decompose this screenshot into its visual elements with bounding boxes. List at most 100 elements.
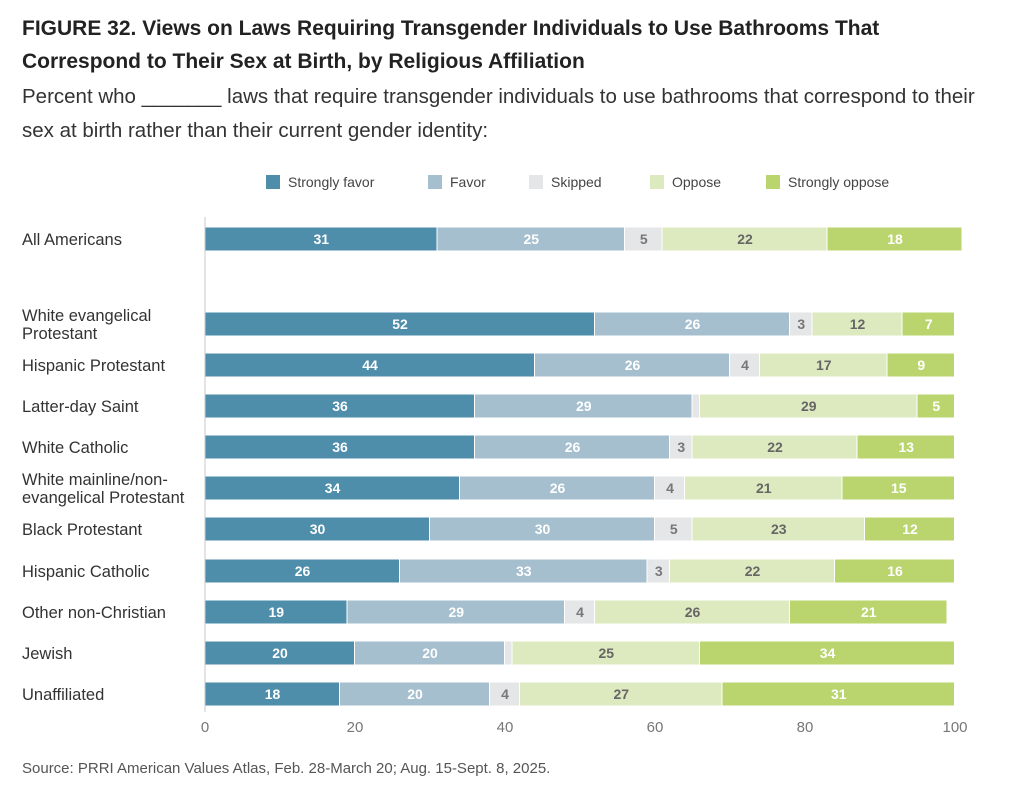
bar-segment (670, 559, 834, 583)
category-label: Hispanic Catholic (22, 563, 149, 581)
bar-segment (842, 476, 954, 500)
bar-segment (857, 435, 954, 459)
data-label: 4 (576, 604, 584, 620)
data-label: 19 (268, 604, 284, 620)
bar-segment (205, 600, 347, 624)
data-label: 4 (666, 480, 674, 496)
data-label: 4 (741, 357, 749, 373)
category-label: Hispanic Protestant (22, 357, 165, 375)
bar-segment (865, 517, 954, 541)
data-label: 3 (797, 316, 805, 332)
data-label: 18 (265, 686, 281, 702)
data-label: 3 (655, 563, 663, 579)
x-tick-label: 80 (797, 719, 814, 736)
bar-segment (670, 435, 692, 459)
data-label: 31 (831, 686, 847, 702)
bar-segment (790, 600, 947, 624)
data-label: 25 (523, 231, 539, 247)
bar-segment (205, 227, 437, 251)
legend-swatch-4 (766, 175, 780, 189)
bar-segment (355, 641, 504, 665)
bar-segment (595, 600, 789, 624)
bar-segment (812, 312, 902, 336)
data-label: 52 (392, 316, 408, 332)
data-label: 31 (313, 231, 329, 247)
legend-swatch-3 (650, 175, 664, 189)
data-label: 34 (325, 480, 341, 496)
x-tick-label: 40 (497, 719, 514, 736)
data-label: 44 (362, 357, 378, 373)
x-tick-label: 60 (647, 719, 664, 736)
data-label: 36 (332, 398, 348, 414)
bar-segment (490, 682, 519, 706)
data-label: 3 (677, 439, 685, 455)
category-label: Unaffiliated (22, 686, 104, 704)
bar-segment (692, 394, 699, 418)
data-label: 30 (535, 521, 551, 537)
category-label: White Catholic (22, 439, 128, 457)
data-label: 26 (625, 357, 641, 373)
bar-segment (692, 517, 864, 541)
data-label: 30 (310, 521, 326, 537)
bar-segment (205, 476, 459, 500)
data-label: 17 (816, 357, 832, 373)
bar-segment (512, 641, 699, 665)
data-label: 29 (801, 398, 817, 414)
bar-segment (902, 312, 954, 336)
data-label: 22 (745, 563, 761, 579)
legend-swatch-0 (266, 175, 280, 189)
bar-segment (205, 641, 354, 665)
data-label: 5 (640, 231, 648, 247)
bar-segment (565, 600, 594, 624)
bar-segment (205, 517, 429, 541)
data-label: 23 (771, 521, 787, 537)
data-label: 12 (850, 316, 866, 332)
bar-segment (655, 476, 684, 500)
x-tick-label: 20 (347, 719, 364, 736)
bar-segment (205, 682, 339, 706)
legend-label-3: Oppose (672, 174, 721, 190)
data-label: 25 (598, 645, 614, 661)
bar-segment (400, 559, 647, 583)
bar-segment (520, 682, 722, 706)
bar-segment (460, 476, 654, 500)
data-label: 21 (861, 604, 877, 620)
bar-segment (647, 559, 669, 583)
data-label: 27 (613, 686, 629, 702)
data-label: 26 (550, 480, 566, 496)
bar-segment (505, 641, 512, 665)
data-label: 20 (272, 645, 288, 661)
bar-segment (205, 353, 534, 377)
data-label: 13 (898, 439, 914, 455)
bar-segment (625, 227, 662, 251)
data-label: 20 (422, 645, 438, 661)
bar-segment (760, 353, 887, 377)
bar-segment (437, 227, 624, 251)
bar-segment (700, 394, 917, 418)
data-label: 18 (887, 231, 903, 247)
category-label: Protestant (22, 325, 98, 343)
bar-segment (835, 559, 954, 583)
bar-segment (722, 682, 954, 706)
legend-swatch-1 (428, 175, 442, 189)
data-label: 26 (685, 604, 701, 620)
bar-segment (700, 641, 954, 665)
data-label: 7 (925, 316, 933, 332)
bar-segment (475, 394, 692, 418)
bar-segment (692, 435, 857, 459)
bar-segment (685, 476, 842, 500)
bar-segment (827, 227, 962, 251)
x-axis: 0 20 40 60 80 100 (201, 217, 968, 736)
data-label: 4 (501, 686, 509, 702)
bar-segment (790, 312, 812, 336)
bar-segment (655, 517, 692, 541)
category-label: Black Protestant (22, 521, 143, 539)
legend-label-4: Strongly oppose (788, 174, 889, 190)
category-label: All Americans (22, 231, 122, 249)
legend-label-2: Skipped (551, 174, 602, 190)
source-note: Source: PRRI American Values Atlas, Feb.… (22, 760, 551, 777)
data-label: 21 (756, 480, 772, 496)
bar-segment (535, 353, 729, 377)
legend: Strongly favor Favor Skipped Oppose Strongly… (266, 174, 889, 190)
